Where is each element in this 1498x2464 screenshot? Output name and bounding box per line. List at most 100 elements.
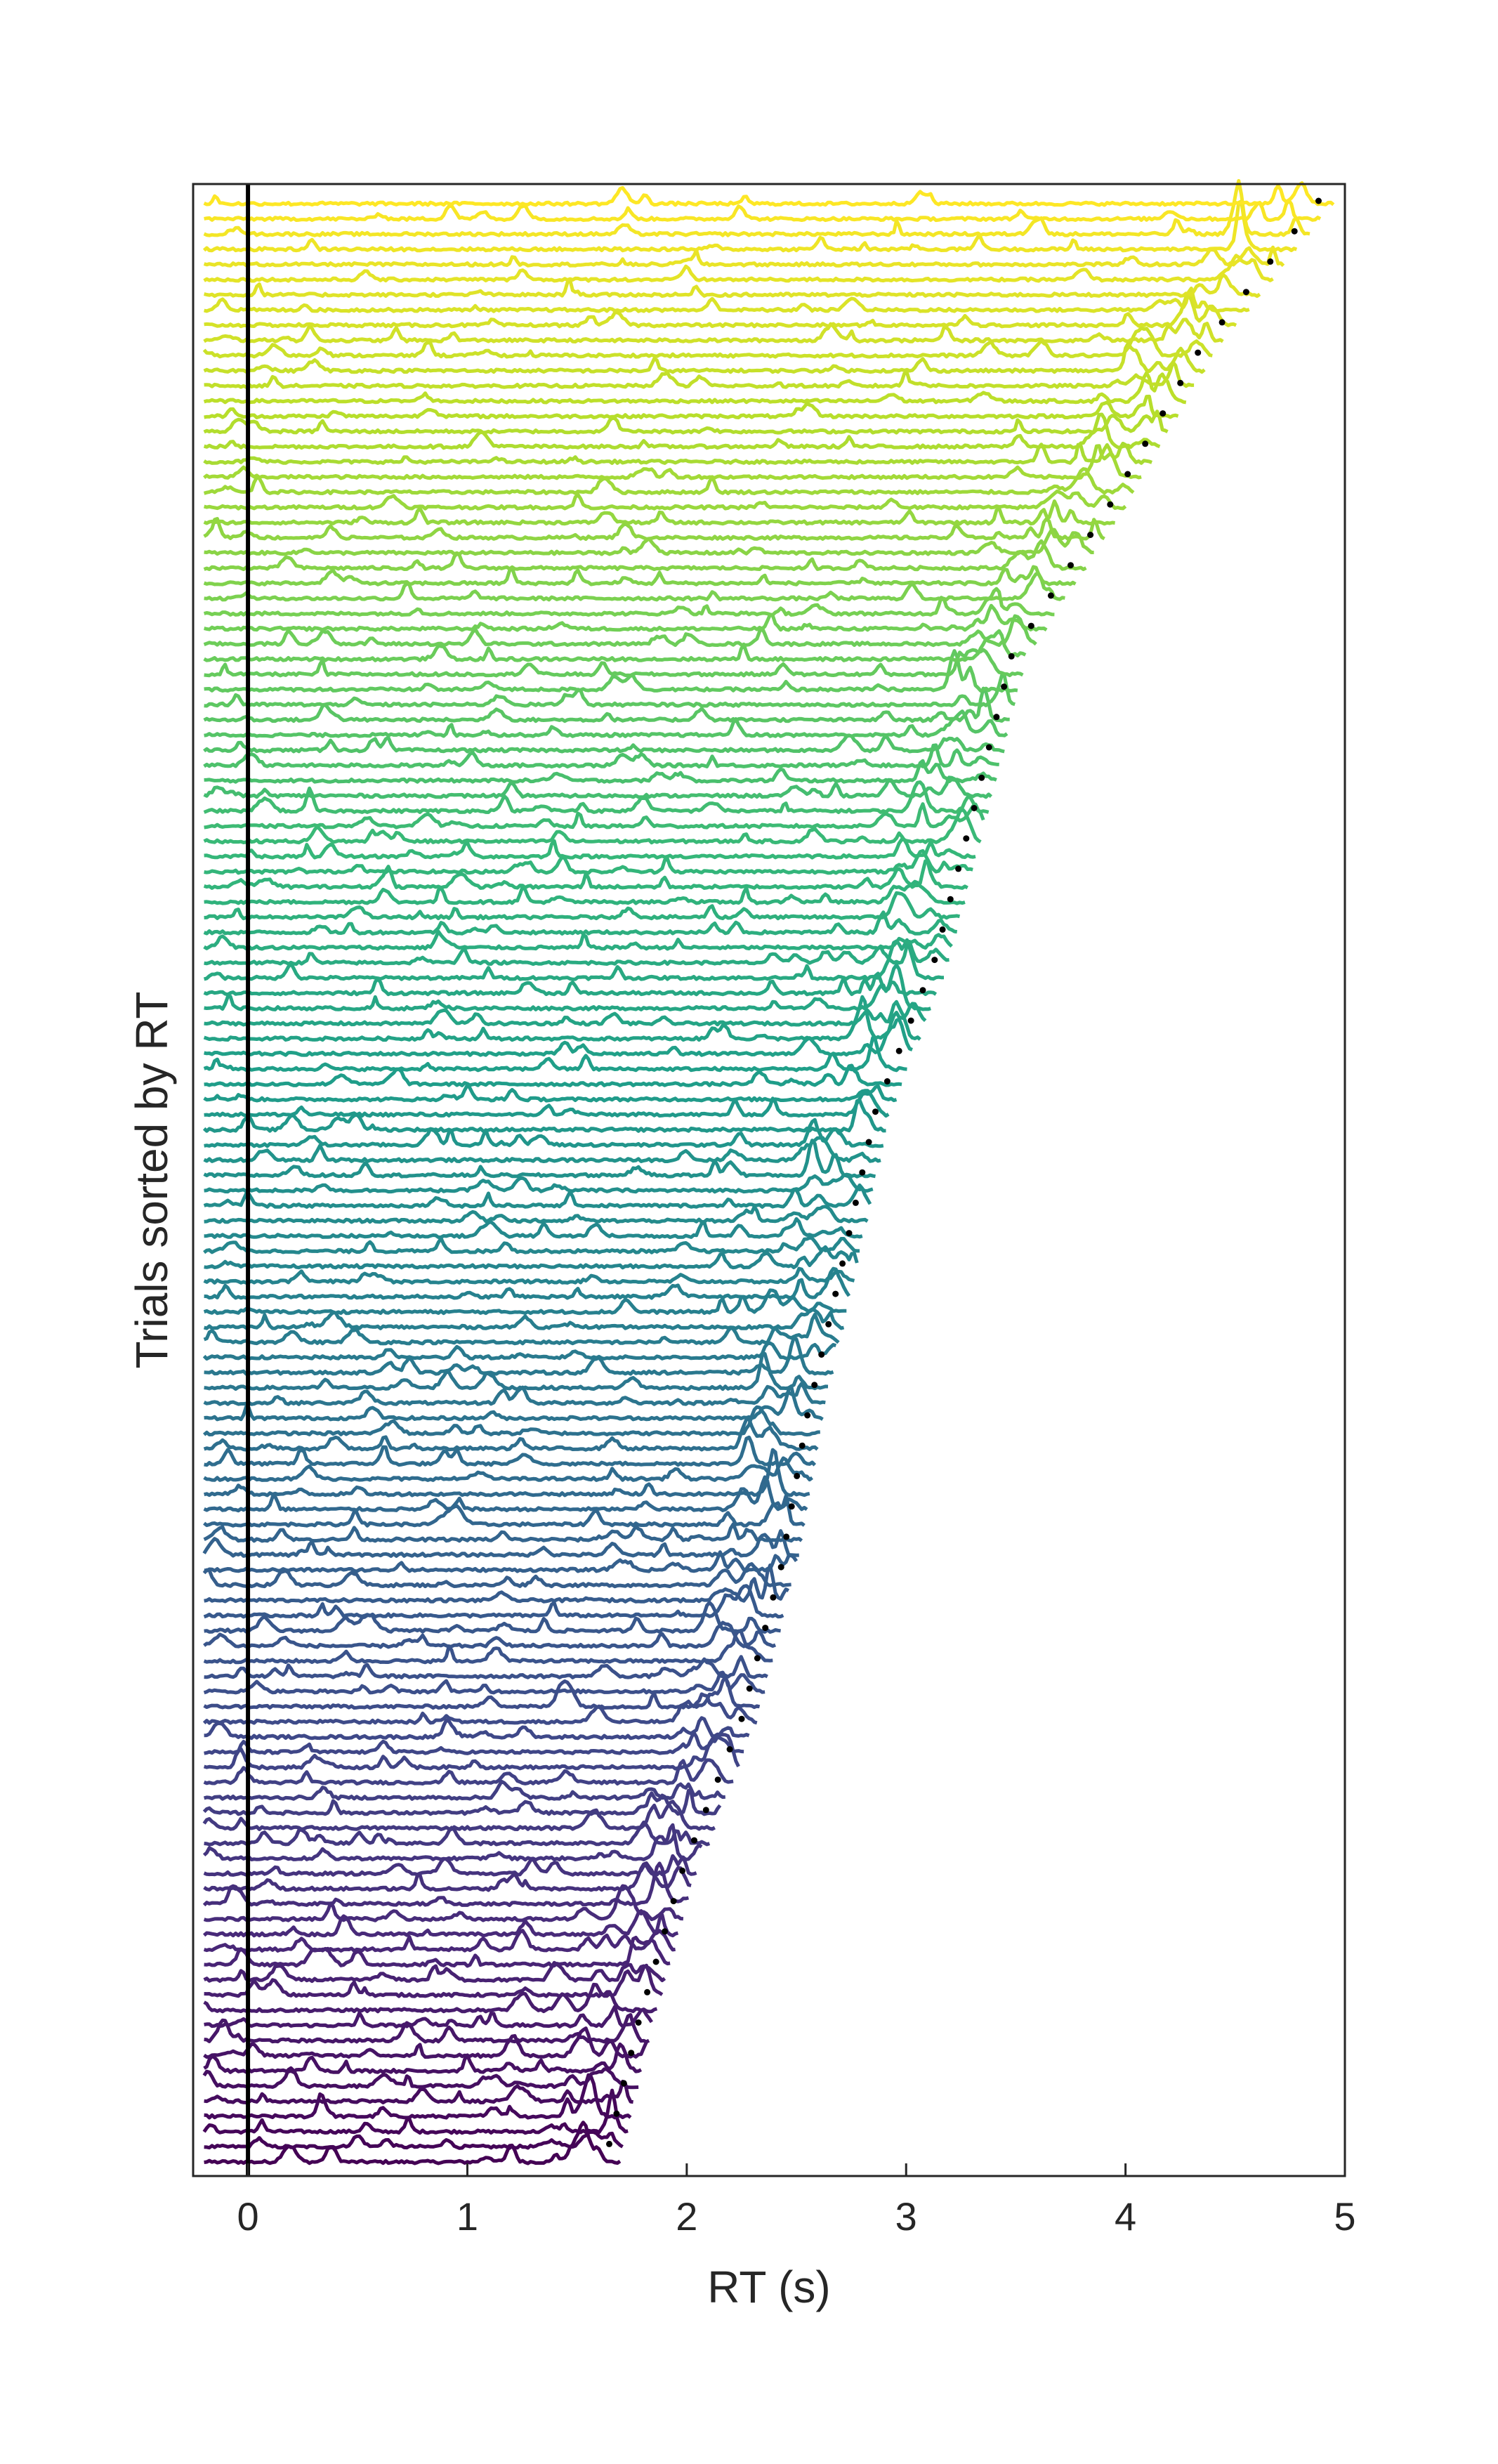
trial-trace bbox=[203, 1584, 784, 1619]
trial-trace bbox=[202, 1909, 679, 1938]
trial-trace bbox=[203, 1620, 777, 1649]
trial-trace bbox=[203, 254, 1274, 283]
rt-marker bbox=[1142, 440, 1149, 447]
rt-marker bbox=[955, 865, 962, 872]
trial-trace bbox=[203, 1758, 734, 1786]
rt-marker bbox=[726, 1746, 733, 1752]
rt-marker bbox=[606, 2140, 612, 2147]
trial-trace bbox=[203, 1475, 808, 1513]
rt-marker bbox=[1315, 197, 1322, 204]
trial-trace bbox=[204, 1217, 863, 1239]
trial-trace bbox=[203, 586, 1055, 617]
trial-trace bbox=[204, 1448, 810, 1498]
trial-trace bbox=[204, 2121, 622, 2165]
trial-trace bbox=[203, 971, 938, 997]
trial-trace bbox=[204, 1336, 834, 1376]
trial-trace bbox=[204, 1435, 817, 1467]
trial-trace bbox=[204, 802, 985, 830]
trial-trace bbox=[203, 565, 1077, 586]
trial-trace bbox=[204, 1601, 781, 1634]
trial-trace bbox=[203, 1035, 907, 1073]
trial-trace bbox=[202, 2066, 639, 2090]
trial-trace bbox=[203, 1929, 676, 1953]
trial-trace bbox=[203, 1884, 684, 1922]
trial-trace bbox=[203, 1732, 740, 1771]
rt-marker bbox=[754, 1655, 761, 1662]
trial-trace bbox=[203, 409, 1169, 435]
trial-trace bbox=[203, 614, 1037, 648]
trial-trace bbox=[203, 1307, 845, 1330]
trial-trace bbox=[202, 326, 1213, 359]
trial-trace bbox=[203, 1139, 876, 1179]
trial-trace bbox=[202, 199, 1298, 253]
rt-marker bbox=[963, 835, 970, 842]
trial-trace bbox=[204, 273, 1261, 299]
trial-trace bbox=[203, 938, 944, 981]
trial-trace bbox=[203, 1136, 881, 1164]
rt-marker bbox=[770, 1594, 777, 1601]
rt-marker bbox=[794, 1472, 801, 1479]
rt-marker bbox=[1195, 349, 1202, 356]
trial-trace bbox=[203, 178, 1310, 237]
rt-marker bbox=[1218, 319, 1226, 326]
trial-trace bbox=[204, 1563, 790, 1604]
trial-trace bbox=[203, 1266, 855, 1285]
x-axis: 0 1 2 3 4 5 bbox=[237, 2163, 1356, 2239]
trial-trace bbox=[203, 2026, 648, 2059]
trial-trace bbox=[204, 759, 997, 784]
trial-trace bbox=[203, 733, 1005, 754]
axes-box bbox=[192, 183, 1346, 2177]
rt-marker bbox=[931, 957, 938, 964]
trial-trace bbox=[204, 287, 1250, 313]
trial-trace bbox=[203, 1382, 826, 1406]
rt-marker bbox=[799, 1442, 806, 1449]
trial-trace bbox=[204, 1820, 711, 1847]
trial-trace bbox=[204, 1205, 869, 1224]
trial-trace bbox=[204, 837, 976, 860]
rt-marker bbox=[1027, 622, 1034, 629]
trial-trace bbox=[202, 1861, 689, 1907]
rt-marker bbox=[679, 1867, 686, 1874]
trial-trace bbox=[203, 1494, 806, 1528]
rt-marker bbox=[1107, 501, 1114, 508]
rt-marker bbox=[907, 1017, 914, 1024]
trial-trace bbox=[203, 245, 1285, 268]
trial-trace bbox=[204, 2130, 624, 2150]
trial-trace bbox=[203, 341, 1206, 374]
trial-trace bbox=[204, 1936, 671, 1968]
rt-marker bbox=[839, 1260, 846, 1267]
trial-trace bbox=[202, 1529, 799, 1558]
trial-trace bbox=[202, 1823, 703, 1862]
trial-trace bbox=[204, 648, 1024, 678]
rt-marker bbox=[1159, 410, 1167, 417]
trial-trace bbox=[203, 467, 1135, 496]
y-axis-label: Trials sorted by RT bbox=[126, 991, 177, 1368]
trial-trace bbox=[204, 1731, 744, 1755]
trial-trace bbox=[203, 1522, 803, 1543]
trial-trace bbox=[203, 995, 921, 1042]
trial-trace bbox=[203, 371, 1187, 405]
trial-trace bbox=[204, 2005, 653, 2029]
trial-traces bbox=[202, 178, 1335, 2165]
rt-marker bbox=[702, 1807, 709, 1814]
rt-marker bbox=[652, 1958, 659, 1965]
trial-trace bbox=[202, 1341, 837, 1361]
trial-trace bbox=[203, 1183, 872, 1209]
trial-trace bbox=[203, 1861, 692, 1892]
trial-trace bbox=[204, 2079, 633, 2104]
rt-marker bbox=[635, 2019, 642, 2026]
rt-marker bbox=[777, 1564, 784, 1571]
rt-marker bbox=[859, 1169, 866, 1176]
x-axis-label: RT (s) bbox=[707, 2262, 830, 2312]
trial-trace bbox=[203, 1779, 726, 1801]
trial-trace bbox=[203, 780, 990, 814]
rt-marker bbox=[1047, 592, 1054, 599]
rt-marker bbox=[738, 1715, 745, 1722]
trial-trace bbox=[204, 1063, 902, 1087]
rt-marker bbox=[670, 1898, 677, 1905]
x-tick-label: 5 bbox=[1334, 2194, 1355, 2239]
x-tick-label: 3 bbox=[895, 2194, 917, 2239]
trial-trace bbox=[204, 1118, 884, 1148]
trial-trace bbox=[202, 1098, 886, 1133]
